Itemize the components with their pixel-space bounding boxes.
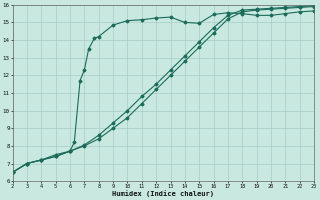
X-axis label: Humidex (Indice chaleur): Humidex (Indice chaleur) xyxy=(112,190,214,197)
